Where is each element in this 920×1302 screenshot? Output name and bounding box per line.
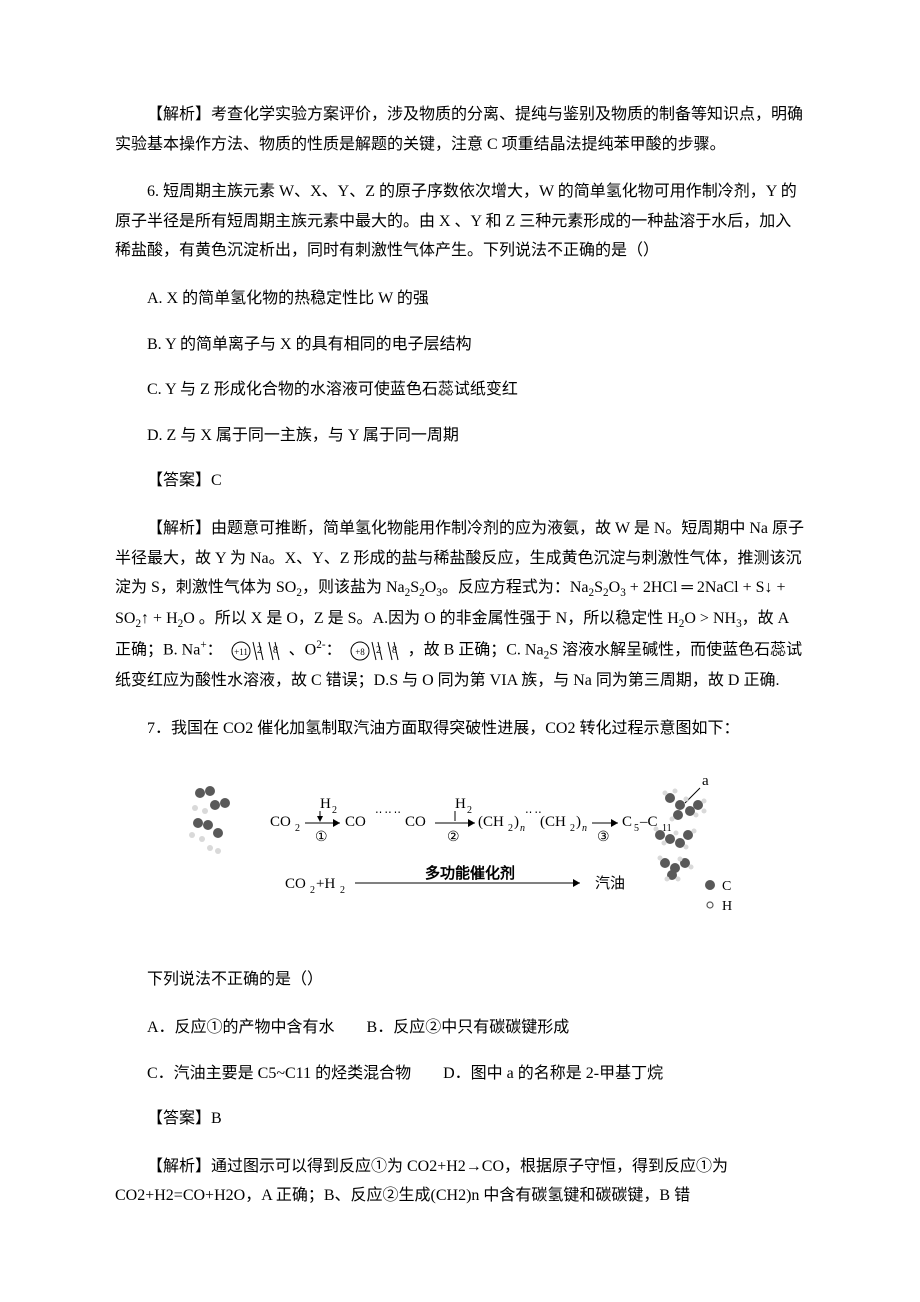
q7-analysis: 【解析】通过图示可以得到反应①为 CO2+H2→CO，根据原子守恒，得到反应①为… (115, 1152, 805, 1211)
molecule-cluster-right (654, 789, 707, 882)
svg-text:5: 5 (634, 823, 639, 834)
q7-option-ab: A．反应①的产物中含有水 B．反应②中只有碳碳键形成 (115, 1013, 805, 1043)
molecule-cluster-left (189, 786, 230, 854)
svg-text:+11: +11 (234, 647, 248, 657)
svg-text:(CH: (CH (540, 814, 566, 830)
q7-post-diagram: 下列说法不正确的是（） (115, 965, 805, 995)
svg-text:‥‥‥: ‥‥‥ (375, 804, 403, 816)
svg-text:): ) (514, 814, 519, 830)
q7-diagram: CO 2 H 2 ① CO ‥‥‥ CO H 2 ② (CH 2 ) n ‥‥ … (115, 763, 805, 943)
svg-text:2: 2 (310, 885, 315, 896)
svg-text:8: 8 (273, 645, 278, 656)
q6-analysis: 【解析】由题意可推断，简单氢化物能用作制冷剂的应为液氨，故 W 是 N。短周期中… (115, 514, 805, 696)
svg-text:2: 2 (257, 645, 262, 656)
q6-option-c: C. Y 与 Z 形成化合物的水溶液可使蓝色石蕊试纸变红 (115, 375, 805, 405)
svg-text:a: a (702, 773, 709, 789)
svg-text:(CH: (CH (478, 814, 504, 830)
q6-and: O (425, 579, 437, 596)
svg-text:多功能催化剂: 多功能催化剂 (425, 864, 515, 882)
svg-text:8: 8 (392, 645, 397, 656)
svg-text:): ) (576, 814, 581, 830)
atom-o-icon: +8 2 8 (348, 636, 406, 666)
svg-text:n: n (582, 823, 587, 834)
svg-text:H: H (320, 796, 331, 812)
q6-anc: S (410, 579, 419, 596)
q6-ani: ↑ + H (141, 610, 178, 627)
svg-text:H: H (455, 796, 466, 812)
q6-answer: 【答案】C (115, 466, 805, 496)
atom-na-icon: +11 2 8 (229, 636, 287, 666)
q6-ann: 、O (289, 641, 317, 658)
svg-text:2: 2 (508, 823, 513, 834)
svg-text:n: n (520, 823, 525, 834)
svg-text:+8: +8 (355, 647, 365, 657)
q6-stem: 6. 短周期主族元素 W、X、Y、Z 的原子序数依次增大，W 的简单氢化物可用作… (115, 177, 805, 266)
q6-anf: S (594, 579, 603, 596)
q6-anm: ： (207, 641, 223, 658)
svg-text:CO: CO (270, 814, 291, 830)
q6-ano: ： (326, 641, 342, 658)
q7-option-cd: C．汽油主要是 C5~C11 的烃类混合物 D．图中 a 的名称是 2-甲基丁烷 (115, 1059, 805, 1089)
q7-stem: 7．我国在 CO2 催化加氢制取汽油方面取得突破性进展，CO2 转化过程示意图如… (115, 714, 805, 744)
svg-text:2: 2 (340, 885, 345, 896)
svg-text:③: ③ (597, 830, 610, 845)
svg-text:2: 2 (570, 823, 575, 834)
svg-text:2: 2 (295, 823, 300, 834)
q6-option-a: A. X 的简单氢化物的热稳定性比 W 的强 (115, 284, 805, 314)
sup-2minus: 2- (316, 639, 325, 651)
q6-ank: O > NH (684, 610, 736, 627)
svg-text:②: ② (447, 830, 460, 845)
q7-answer: 【答案】B (115, 1104, 805, 1134)
svg-text:H: H (722, 899, 732, 914)
q6-anp: ，故 B 正确；C. Na (408, 641, 544, 658)
q6-anj: O 。所以 X 是 O，Z 是 S。A.因为 O 的非金属性强于 N，所以稳定性… (183, 610, 679, 627)
svg-text:CO: CO (345, 814, 366, 830)
q6-ang: O (609, 579, 621, 596)
svg-text:C: C (622, 814, 632, 830)
svg-text:汽油: 汽油 (595, 875, 625, 892)
svg-text:+H: +H (316, 876, 335, 892)
reaction-diagram-svg: CO 2 H 2 ① CO ‥‥‥ CO H 2 ② (CH 2 ) n ‥‥ … (180, 763, 740, 943)
analysis-text-prev: 【解析】考查化学实验方案评价，涉及物质的分离、提纯与鉴别及物质的制备等知识点，明… (115, 100, 805, 159)
q6-anb: ，则该盐为 Na (302, 579, 405, 596)
q6-option-b: B. Y 的简单离子与 X 的具有相同的电子层结构 (115, 330, 805, 360)
q6-ane: 。反应方程式为：Na (442, 579, 589, 596)
svg-text:CO: CO (405, 814, 426, 830)
svg-text:2: 2 (332, 805, 337, 816)
svg-text:CO: CO (285, 876, 306, 892)
svg-text:①: ① (315, 830, 328, 845)
svg-text:2: 2 (467, 805, 472, 816)
svg-text:C: C (722, 879, 731, 894)
svg-text:2: 2 (376, 645, 381, 656)
q6-option-d: D. Z 与 X 属于同一主族，与 Y 属于同一周期 (115, 421, 805, 451)
